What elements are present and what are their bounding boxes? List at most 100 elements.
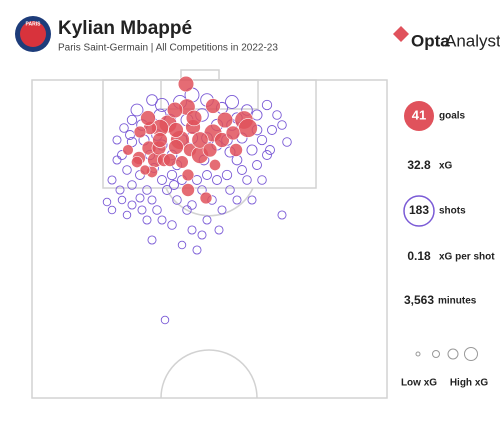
shot	[256, 134, 268, 146]
shot	[261, 99, 273, 111]
shot	[212, 175, 222, 185]
shot	[112, 135, 122, 145]
shot	[117, 195, 127, 205]
shot	[122, 210, 132, 220]
stats: 41 goals 32.8 xG 183 shots 0.18 xG per shot 3,56…	[403, 101, 495, 307]
stat-value: 183	[409, 203, 429, 217]
shot	[107, 205, 117, 215]
goal-shot	[185, 109, 203, 127]
shot	[277, 120, 287, 130]
shot	[192, 245, 202, 255]
shot	[169, 180, 179, 190]
legend-size	[415, 351, 421, 357]
stat-label: xG	[439, 161, 453, 172]
shot	[202, 170, 212, 180]
shot	[225, 185, 235, 195]
shot	[157, 175, 167, 185]
goal-shot	[181, 183, 195, 197]
brand: Opta	[411, 31, 450, 50]
goal-shot	[216, 111, 234, 129]
shot	[202, 215, 212, 225]
goal-shot	[139, 164, 151, 176]
stat-value: 32.8	[407, 158, 431, 172]
goal-shot	[225, 125, 241, 141]
legend-size	[464, 347, 478, 361]
brand-sub: Analyst	[445, 31, 500, 50]
badge-text: PARIS	[26, 21, 42, 27]
goal-shot	[205, 98, 221, 114]
shot	[147, 195, 157, 205]
shot	[197, 230, 207, 240]
shot	[142, 185, 152, 195]
shot	[147, 235, 157, 245]
goal-shot	[133, 125, 147, 139]
shot	[130, 103, 144, 117]
shot	[119, 123, 129, 133]
shot	[262, 150, 272, 160]
shot	[187, 225, 197, 235]
goal-shot	[140, 110, 156, 126]
shot	[135, 193, 145, 203]
shot	[157, 215, 167, 225]
shot	[237, 165, 247, 175]
goal-shot	[209, 159, 221, 171]
shot	[242, 175, 252, 185]
shot	[152, 205, 162, 215]
shot	[272, 110, 282, 120]
shot	[182, 205, 192, 215]
goal-shot	[152, 132, 168, 148]
goal-shot	[175, 155, 189, 169]
goal-shot	[229, 143, 243, 157]
stat-value: 0.18	[407, 249, 431, 263]
shot	[246, 144, 258, 156]
brand-logo	[393, 26, 409, 42]
legend-high: High xG	[450, 378, 489, 389]
stat-label: shots	[439, 206, 466, 217]
shot	[225, 95, 239, 109]
shot	[247, 195, 257, 205]
shot	[112, 155, 122, 165]
shot	[102, 197, 112, 207]
title: Kylian Mbappé	[58, 18, 192, 39]
stat-label: goals	[439, 111, 466, 122]
shot	[127, 200, 137, 210]
shot	[166, 169, 178, 181]
goal-shot	[202, 142, 218, 158]
legend-size	[447, 348, 459, 360]
shot	[217, 205, 227, 215]
shot	[257, 175, 267, 185]
goal-shot	[131, 156, 143, 168]
goal-shot	[163, 153, 177, 167]
shot	[126, 114, 138, 126]
pitch	[31, 69, 388, 399]
shot	[122, 165, 132, 175]
goal-shot	[181, 168, 195, 182]
stat-label: minutes	[438, 296, 477, 307]
shot	[214, 225, 224, 235]
shot	[251, 109, 263, 121]
shot	[187, 200, 197, 210]
goal-shot	[168, 139, 184, 155]
goals-badge	[404, 101, 434, 131]
shots	[102, 75, 292, 325]
shot	[282, 137, 292, 147]
stat-value: 3,563	[404, 293, 434, 307]
subtitle: Paris Saint-Germain | All Competitions i…	[58, 43, 278, 54]
goal-shot	[168, 122, 184, 138]
shot	[160, 315, 170, 325]
shot	[155, 98, 169, 112]
legend: Low xG High xG	[401, 347, 489, 389]
shot	[127, 180, 137, 190]
shot	[232, 195, 242, 205]
shot	[267, 125, 277, 135]
goal-shot	[199, 191, 213, 205]
legend-low: Low xG	[401, 378, 437, 389]
shot	[137, 205, 147, 215]
shots-badge	[403, 195, 435, 227]
goal-shot	[122, 144, 134, 156]
shot	[192, 175, 202, 185]
goal-shot	[191, 131, 209, 149]
shot	[142, 215, 152, 225]
shot	[221, 169, 233, 181]
